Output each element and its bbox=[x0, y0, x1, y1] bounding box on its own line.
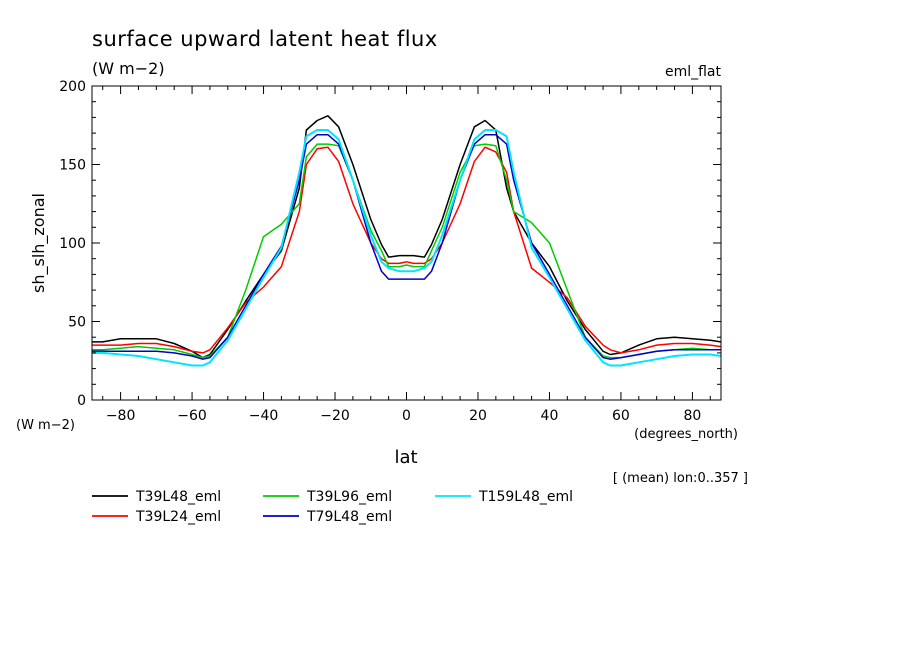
x-tick-label: −60 bbox=[177, 408, 207, 424]
y-axis-units: (W m−2) bbox=[16, 418, 75, 433]
series-layer bbox=[92, 115, 721, 367]
y-tick-label: 50 bbox=[68, 315, 86, 331]
series-line-0 bbox=[92, 115, 721, 359]
legend-label: T79L48_eml bbox=[306, 509, 392, 525]
x-tick-label: −20 bbox=[320, 408, 350, 424]
averaging-note: [ (mean) lon:0..357 ] bbox=[613, 471, 748, 486]
chart-units: (W m−2) bbox=[92, 59, 165, 78]
x-tick-label: 40 bbox=[541, 408, 559, 424]
x-tick-label: −80 bbox=[106, 408, 136, 424]
y-tick-label: 200 bbox=[59, 79, 86, 95]
legend-label: T159L48_eml bbox=[478, 489, 573, 505]
x-tick-label: 20 bbox=[469, 408, 487, 424]
y-tick-label: 0 bbox=[77, 393, 86, 409]
x-axis: −80 −60 −40 −20 0 20 40 60 80 bbox=[102, 86, 711, 424]
series-line-3 bbox=[92, 133, 721, 360]
x-tick-label: −40 bbox=[249, 408, 279, 424]
legend-label: T39L48_eml bbox=[135, 489, 221, 505]
series-line-4 bbox=[92, 129, 721, 367]
x-tick-label: 80 bbox=[683, 408, 701, 424]
y-tick-label: 100 bbox=[59, 236, 86, 252]
y-axis: 0 50 100 150 200 bbox=[59, 79, 721, 409]
x-axis-units: (degrees_north) bbox=[634, 427, 738, 442]
x-axis-label: lat bbox=[394, 447, 417, 468]
series-line-2 bbox=[92, 143, 721, 359]
legend: T39L48_eml T39L24_eml T39L96_eml T79L48_eml… bbox=[92, 489, 573, 525]
legend-label: T39L96_eml bbox=[306, 489, 392, 505]
experiment-label: eml_flat bbox=[665, 64, 722, 80]
series-line-1 bbox=[92, 146, 721, 354]
chart-title: surface upward latent heat flux bbox=[92, 27, 438, 51]
x-tick-label: 0 bbox=[402, 408, 411, 424]
x-tick-label: 60 bbox=[612, 408, 630, 424]
y-axis-label: sh_slh_zonal bbox=[29, 193, 49, 293]
legend-label: T39L24_eml bbox=[135, 509, 221, 525]
y-tick-label: 150 bbox=[59, 158, 86, 174]
